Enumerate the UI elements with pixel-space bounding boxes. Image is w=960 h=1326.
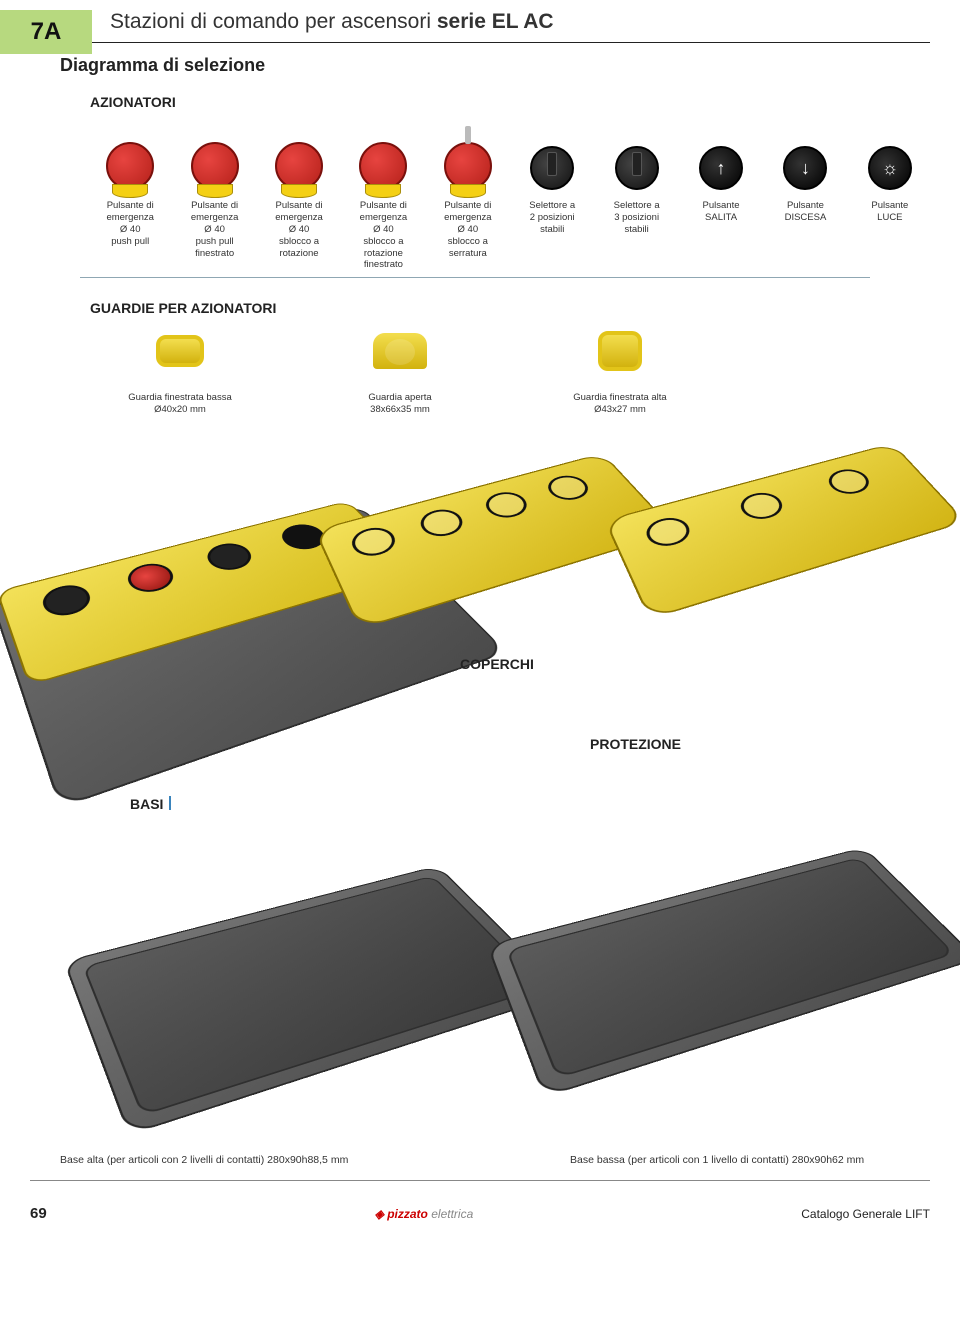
actuator-caption: Selettore a 2 posizioni stabili: [529, 200, 575, 236]
guard-caption: Guardia aperta 38x66x35 mm: [368, 392, 431, 416]
cover-3hole-icon: [604, 443, 960, 620]
guard-open-icon: [370, 326, 430, 376]
brand-logo: ◈ pizzato elettrica: [375, 1207, 474, 1221]
brand-name: pizzato: [387, 1207, 428, 1221]
estop-icon: [185, 120, 245, 190]
actuator: Pulsante di emergenza Ø 40 sblocco a ser…: [428, 120, 508, 271]
actuator-caption: Pulsante di emergenza Ø 40 push pull fin…: [191, 200, 239, 259]
page-footer: 69 ◈ pizzato elettrica Catalogo Generale…: [30, 1205, 930, 1222]
push-up-icon: ↑: [691, 120, 751, 190]
actuator: Selettore a 3 posizioni stabili: [596, 120, 676, 271]
push-down-icon: ↓: [775, 120, 835, 190]
estop-key-icon: [438, 120, 498, 190]
selector-icon: [522, 120, 582, 190]
guard-low-icon: [150, 326, 210, 376]
exploded-view: COPERCHI PROTEZIONE: [30, 446, 930, 806]
connector-line: [80, 277, 870, 278]
actuator-caption: Pulsante di emergenza Ø 40 sblocco a ser…: [444, 200, 492, 259]
actuator: Pulsante di emergenza Ø 40 push pull fin…: [174, 120, 254, 271]
estop-icon: [353, 120, 413, 190]
actuator-caption: Pulsante DISCESA: [785, 200, 827, 224]
brand-sub: elettrica: [431, 1207, 473, 1221]
catalog-name: Catalogo Generale LIFT: [801, 1207, 930, 1221]
guard: Guardia finestrata alta Ø43x27 mm: [550, 326, 690, 416]
selector-icon: [607, 120, 667, 190]
actuator-caption: Pulsante SALITA: [703, 200, 740, 224]
guards-heading: GUARDIE PER AZIONATORI: [90, 300, 930, 316]
page-number: 69: [30, 1205, 47, 1222]
push-light-icon: ☼: [860, 120, 920, 190]
page-title: Stazioni di comando per ascensori serie …: [110, 10, 930, 34]
title-plain: Stazioni di comando per ascensori: [110, 10, 437, 33]
actuator-caption: Pulsante LUCE: [871, 200, 908, 224]
actuator: Selettore a 2 posizioni stabili: [512, 120, 592, 271]
base-high-icon: [63, 865, 567, 1135]
actuator-caption: Selettore a 3 posizioni stabili: [614, 200, 660, 236]
base-low-icon: [487, 847, 960, 1098]
guards-row: Guardia finestrata bassa Ø40x20 mm Guard…: [110, 326, 930, 416]
label-protezione: PROTEZIONE: [590, 736, 681, 752]
guard: Guardia aperta 38x66x35 mm: [330, 326, 470, 416]
guard-caption: Guardia finestrata bassa Ø40x20 mm: [128, 392, 232, 416]
base-caption: Base alta (per articoli con 2 livelli di…: [60, 1154, 348, 1166]
title-bold: serie EL AC: [437, 10, 554, 33]
actuator: Pulsante di emergenza Ø 40 sblocco a rot…: [343, 120, 423, 271]
estop-icon: [100, 120, 160, 190]
guard: Guardia finestrata bassa Ø40x20 mm: [110, 326, 250, 416]
actuator: ↓ Pulsante DISCESA: [765, 120, 845, 271]
guard-high-icon: [590, 326, 650, 376]
actuator: Pulsante di emergenza Ø 40 sblocco a rot…: [259, 120, 339, 271]
actuators-row: Pulsante di emergenza Ø 40 push pull Pul…: [90, 120, 930, 271]
bases-row: Base alta (per articoli con 2 livelli di…: [30, 822, 930, 1162]
footer-rule: [30, 1180, 930, 1181]
section-tab: 7A: [0, 10, 92, 54]
actuators-heading: AZIONATORI: [90, 94, 930, 110]
base-caption: Base bassa (per articoli con 1 livello d…: [570, 1154, 864, 1166]
estop-icon: [269, 120, 329, 190]
actuator: ☼ Pulsante LUCE: [850, 120, 930, 271]
actuator-caption: Pulsante di emergenza Ø 40 sblocco a rot…: [360, 200, 408, 271]
guard-caption: Guardia finestrata alta Ø43x27 mm: [573, 392, 666, 416]
title-rule: [30, 42, 930, 43]
subtitle: Diagramma di selezione: [60, 55, 930, 76]
actuator: Pulsante di emergenza Ø 40 push pull: [90, 120, 170, 271]
actuator: ↑ Pulsante SALITA: [681, 120, 761, 271]
actuator-caption: Pulsante di emergenza Ø 40 push pull: [106, 200, 154, 248]
actuator-caption: Pulsante di emergenza Ø 40 sblocco a rot…: [275, 200, 323, 259]
label-coperchi: COPERCHI: [460, 656, 534, 672]
